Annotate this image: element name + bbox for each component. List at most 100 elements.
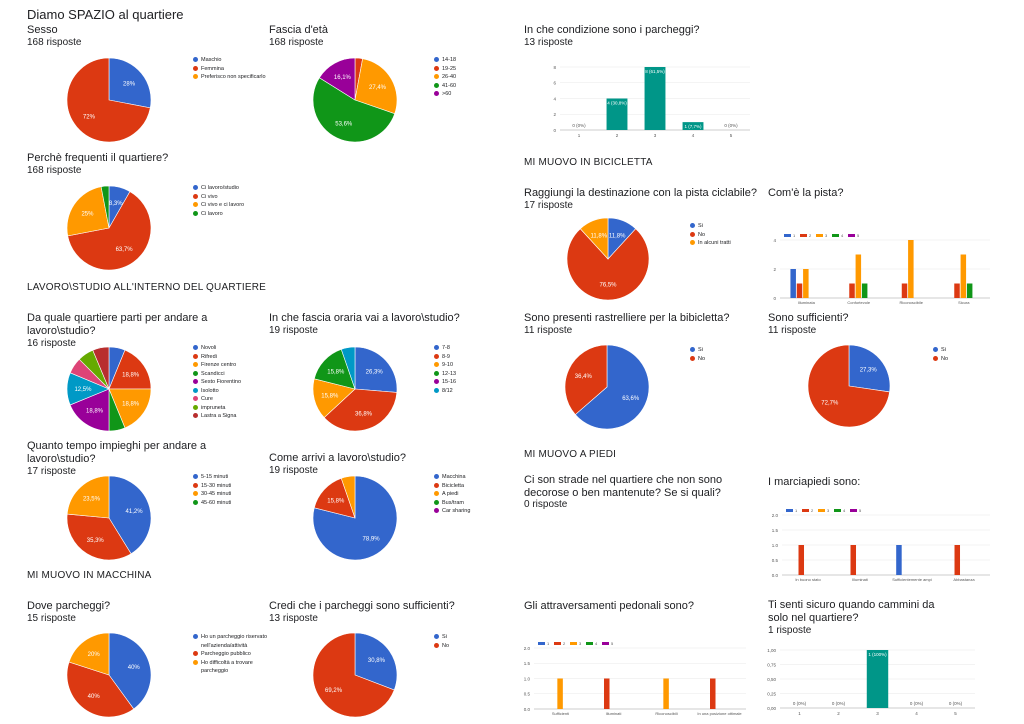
pie-slice (66, 186, 110, 237)
pie-chart: 78,9% 15,8% (312, 475, 398, 561)
legend-label: 26-40 (442, 74, 457, 80)
bar (866, 650, 889, 708)
legend-label: Ci vivo (201, 193, 218, 200)
bar (861, 283, 868, 298)
legend-item: Lastra a Signa (193, 412, 241, 421)
legend-swatch (784, 234, 791, 237)
slice-label: 15,8% (327, 498, 345, 504)
pie-slice (323, 388, 398, 432)
pie-slice (108, 349, 152, 390)
response-count: 19 risposte (269, 465, 318, 476)
pie-slice (579, 217, 609, 260)
legend-item: 7-8 (434, 344, 456, 353)
pie-slice (67, 191, 152, 271)
legend-swatch (538, 642, 545, 645)
slice-label: 28% (123, 81, 136, 87)
slice-label: 36,8% (355, 412, 373, 418)
bar-chart: 0,00 0,25 0,50 0,75 1,00 0 (0%) 1 0 (0%) 2 1 (100… (767, 648, 975, 716)
response-count: 11 risposte (524, 325, 573, 336)
legend-item: Ci vivo (193, 193, 244, 202)
legend-label: Bus/tram (442, 499, 465, 506)
slice-label: 8,3% (109, 201, 123, 207)
pie-slice (108, 475, 152, 555)
legend-label: A piedi (442, 491, 459, 497)
x-tick-label: Sufficienti (552, 711, 569, 716)
bar (606, 98, 628, 130)
response-count: 16 risposte (27, 338, 76, 349)
question-title: Quanto tempo impieghi per andare a lavor… (27, 440, 207, 465)
legend-label: Bicicletta (442, 482, 465, 489)
legend-dot-icon (434, 74, 439, 80)
legend-label: >60 (442, 91, 452, 97)
legend-label: 5 (611, 641, 614, 646)
slice-label: 69,2% (325, 688, 343, 694)
legend-label: 19-25 (442, 65, 457, 72)
y-tick-label: 1,00 (767, 648, 776, 653)
x-tick-label: 3 (876, 711, 879, 716)
pie-chart: 27,3% 72,7% (807, 344, 891, 428)
pie-slice (354, 632, 398, 691)
data-label: 8 (61,5%) (645, 69, 665, 74)
legend-item: Bus/tram (434, 499, 470, 508)
chart-legend: 14-18 19-25 26-40 41-60 >60 (434, 56, 456, 99)
bar-chart: 0.0 0.5 1.0 1.5 2.0 1 2 3 4 5 In buono stato Illumi… (772, 508, 990, 582)
legend-label: Preferisco non specificarlo (201, 74, 266, 80)
legend-label: 2 (811, 508, 814, 513)
legend-item: Car sharing (434, 507, 470, 516)
bar (908, 240, 914, 298)
y-tick-label: 0.0 (772, 573, 779, 578)
legend-item: impruneta (193, 404, 241, 413)
bar (966, 283, 973, 298)
legend-dot-icon (434, 362, 439, 368)
question-title: Ti senti sicuro quando cammini da solo n… (768, 599, 935, 624)
x-tick-label: Abbastanza (953, 577, 975, 582)
legend-swatch (802, 509, 809, 512)
legend-item: No (690, 231, 731, 240)
legend-dot-icon (193, 491, 198, 497)
legend-item: 5-15 minuti (193, 473, 231, 482)
legend-item: 8-9 (434, 353, 456, 362)
x-tick-label: 5 (730, 133, 733, 138)
pie-slice (100, 185, 110, 229)
question-title: Ci son strade nel quartiere che non sono… (524, 474, 723, 499)
x-tick-label: Illuminata (798, 300, 816, 305)
pie-chart: 40% 40% 20% (66, 632, 152, 718)
bar (849, 283, 855, 298)
legend-item: Femmina (193, 65, 266, 74)
legend-swatch (554, 642, 561, 645)
legend-label: No (698, 355, 706, 362)
pie-slice (354, 58, 398, 115)
question-title: Sono sufficienti? (768, 312, 849, 324)
legend-swatch (816, 234, 823, 237)
pie-chart: 26,3% 36,8% 15,8% 15,8% (312, 346, 398, 432)
legend-dot-icon (434, 353, 439, 359)
legend-label: Ho difficoltà a trovare parcheggio (201, 659, 253, 675)
section-lavoro: LAVORO\STUDIO ALL'INTERNO DEL QUARTIERE (27, 282, 267, 293)
legend-item: Preferisco non specificarlo (193, 73, 266, 82)
slice-label: 63,6% (622, 396, 640, 402)
slice-label: 40% (88, 694, 101, 700)
question-title: In che fascia oraria vai a lavoro\studio… (269, 312, 460, 324)
legend-item: Firenze centro (193, 361, 241, 370)
data-label: 0 (0%) (724, 123, 738, 128)
legend-dot-icon (193, 202, 198, 208)
legend-item: Parcheggio pubblico (193, 650, 273, 659)
pie-slice (92, 346, 110, 390)
legend-swatch (832, 234, 839, 237)
y-tick-label: 1.0 (772, 543, 779, 548)
x-tick-label: 2 (616, 133, 619, 138)
legend-dot-icon (434, 491, 439, 497)
legend-label: 5 (859, 508, 862, 513)
y-tick-label: 0,75 (767, 662, 776, 667)
legend-label: 1 (795, 508, 798, 513)
legend-item: 15-16 (434, 378, 456, 387)
y-tick-label: 2.0 (524, 646, 531, 651)
data-label: 0 (0%) (910, 701, 924, 706)
y-tick-label: 4 (553, 96, 556, 101)
chart-legend: Ho un parcheggio riservato nell'azienda/… (193, 633, 273, 676)
y-tick-label: 1.5 (524, 661, 531, 666)
legend-label: Isolotto (201, 387, 219, 394)
bar (901, 283, 908, 298)
legend-label: No (941, 355, 949, 362)
chart-legend: Si No (690, 346, 705, 363)
